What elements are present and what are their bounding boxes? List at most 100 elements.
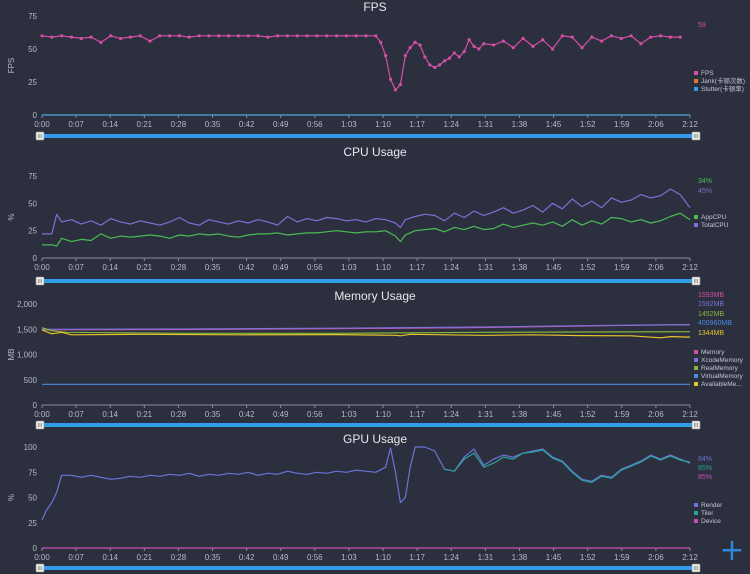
memory-x-tick: 1:38 (512, 410, 528, 419)
gpu-end-value-label: 84% (698, 456, 712, 463)
cpu-y-tick: 50 (28, 199, 37, 208)
gpu-y-tick: 75 (28, 468, 37, 477)
fps-series-0-point (354, 34, 358, 38)
fps-x-tick: 1:31 (478, 120, 494, 129)
fps-x-tick: 1:24 (443, 120, 459, 129)
memory-x-tick: 0:35 (205, 410, 221, 419)
cpu-x-tick: 0:21 (137, 263, 153, 272)
fps-series-0-point (492, 43, 496, 47)
fps-x-tick: 0:49 (273, 120, 289, 129)
cpu-legend-swatch (694, 223, 698, 227)
fps-series-0-point (334, 34, 339, 38)
cpu-x-tick: 1:38 (512, 263, 528, 272)
fps-slider-handle-right[interactable] (691, 131, 701, 141)
gpu-x-tick: 1:45 (546, 553, 562, 562)
fps-series-0-point (217, 34, 221, 38)
gpu-x-tick: 0:42 (239, 553, 255, 562)
cpu-slider-handle-right[interactable] (691, 276, 701, 286)
fps-series-0-point (418, 43, 422, 47)
cpu-x-tick: 0:35 (205, 263, 221, 272)
memory-range-slider[interactable] (40, 423, 696, 427)
memory-legend-item[interactable]: AvailableMe... (701, 381, 742, 388)
memory-x-tick: 0:28 (171, 410, 187, 419)
memory-legend-swatch (694, 350, 698, 354)
fps-legend-item[interactable]: Jank(卡顿次数) (701, 76, 745, 85)
fps-slider-handle-left[interactable] (35, 131, 45, 141)
gpu-x-tick: 0:49 (273, 553, 289, 562)
gpu-x-tick: 0:56 (307, 553, 323, 562)
memory-x-tick: 1:03 (341, 410, 357, 419)
gpu-y-tick: 0 (33, 544, 38, 553)
memory-legend-item[interactable]: RealMemory (701, 365, 739, 372)
fps-series-0-point (148, 39, 152, 43)
gpu-legend-swatch (694, 511, 698, 515)
cpu-series-1-line (42, 188, 691, 235)
fps-series-0-point (285, 34, 290, 38)
gpu-slider-handle-left[interactable] (35, 563, 45, 573)
cpu-chart-title: CPU Usage (343, 145, 407, 159)
fps-series-0-point (40, 34, 44, 38)
gpu-x-tick: 0:28 (171, 553, 187, 562)
memory-x-tick: 1:17 (409, 410, 425, 419)
fps-range-slider[interactable] (40, 134, 696, 138)
memory-x-tick: 0:49 (273, 410, 289, 419)
cpu-legend-item[interactable]: AppCPU (701, 214, 727, 221)
cpu-x-tick: 1:31 (478, 263, 494, 272)
fps-series-0-point (447, 56, 452, 60)
gpu-slider-handle-right[interactable] (691, 563, 701, 573)
gpu-x-tick: 0:21 (137, 553, 153, 562)
gpu-legend-item[interactable]: Tiler (701, 510, 714, 517)
cpu-x-tick: 0:28 (171, 263, 187, 272)
gpu-y-axis-label: % (7, 494, 16, 501)
add-icon[interactable]: + (719, 533, 745, 568)
memory-legend-swatch (694, 374, 698, 378)
fps-series-0-point (384, 54, 388, 58)
memory-x-tick: 2:06 (648, 410, 664, 419)
gpu-slider-handle-label: III (38, 566, 42, 572)
fps-series-0-point (541, 38, 545, 42)
gpu-x-tick: 2:06 (648, 553, 664, 562)
memory-slider-handle-right[interactable] (691, 420, 701, 430)
gpu-end-value-label: 85% (698, 465, 712, 472)
cpu-legend-item[interactable]: TotalCPU (701, 222, 729, 229)
fps-series-0-point (619, 36, 623, 41)
gpu-slider-handle-label: III (694, 566, 698, 572)
cpu-x-tick: 2:06 (648, 263, 664, 272)
fps-x-tick: 0:21 (137, 120, 153, 129)
memory-x-tick: 0:21 (137, 410, 153, 419)
fps-series-0-point (398, 83, 402, 87)
memory-end-value-label: 1593MB (698, 292, 724, 299)
fps-x-tick: 0:28 (171, 120, 187, 129)
fps-legend-item[interactable]: Stutter(卡顿率) (701, 84, 744, 93)
fps-legend-item[interactable]: FPS (701, 70, 714, 77)
memory-legend-item[interactable]: VirtualMemory (701, 373, 744, 380)
memory-legend-swatch (694, 382, 698, 386)
cpu-range-slider[interactable] (40, 279, 696, 283)
fps-series-0-point (423, 55, 427, 59)
cpu-slider-handle-left[interactable] (35, 276, 45, 286)
memory-legend-item[interactable]: XcodeMemory (701, 357, 744, 364)
gpu-range-slider[interactable] (40, 566, 696, 570)
fps-chart-title: FPS (363, 0, 386, 14)
fps-series-0-point (668, 35, 672, 39)
fps-series-0-point (590, 35, 594, 39)
fps-x-tick: 0:35 (205, 120, 221, 129)
fps-series-0-point (560, 34, 564, 38)
fps-series-0-point (276, 34, 280, 38)
gpu-legend-item[interactable]: Render (701, 502, 723, 509)
memory-x-tick: 1:52 (580, 410, 596, 419)
cpu-x-tick: 1:17 (409, 263, 425, 272)
gpu-series-0-line (41, 446, 691, 520)
fps-x-tick: 0:56 (307, 120, 323, 129)
memory-slider-handle-left[interactable] (35, 420, 45, 430)
gpu-x-tick: 1:03 (341, 553, 357, 562)
gpu-legend-item[interactable]: Device (701, 518, 721, 525)
cpu-x-tick: 1:10 (375, 263, 391, 272)
memory-x-tick: 0:14 (102, 410, 118, 419)
cpu-x-tick: 2:12 (682, 263, 698, 272)
fps-slider-handle-label: III (38, 134, 42, 140)
cpu-slider-handle-label: III (38, 279, 42, 285)
memory-legend-item[interactable]: Memory (701, 349, 725, 356)
fps-end-value-label: 59 (698, 22, 706, 29)
